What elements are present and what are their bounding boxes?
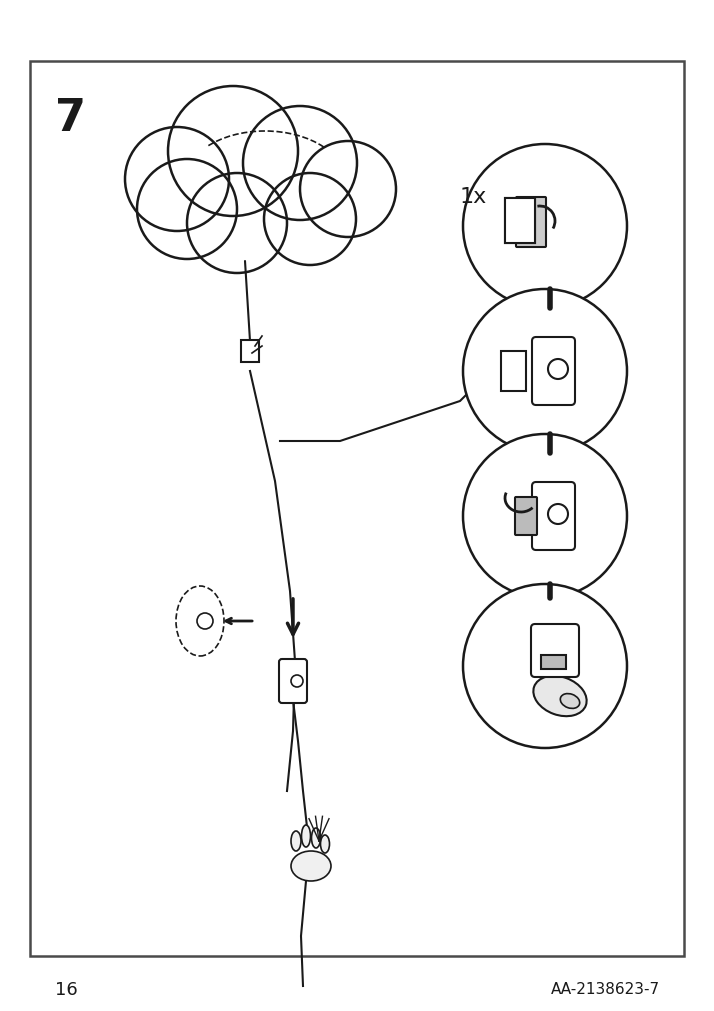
Text: 7: 7: [55, 97, 86, 140]
Bar: [505, 199, 535, 244]
Circle shape: [137, 160, 237, 260]
Ellipse shape: [533, 676, 587, 717]
Text: 16: 16: [55, 980, 78, 998]
Circle shape: [168, 87, 298, 216]
Ellipse shape: [176, 586, 224, 656]
FancyBboxPatch shape: [531, 625, 579, 677]
Circle shape: [300, 142, 396, 238]
Bar: [505, 199, 535, 244]
Bar: [30, 62, 684, 956]
Ellipse shape: [560, 694, 580, 709]
Ellipse shape: [291, 831, 301, 851]
FancyBboxPatch shape: [515, 497, 537, 536]
Bar: [241, 341, 259, 363]
Ellipse shape: [321, 835, 329, 853]
Circle shape: [463, 584, 627, 748]
Ellipse shape: [301, 825, 311, 847]
Circle shape: [463, 290, 627, 454]
FancyBboxPatch shape: [279, 659, 307, 704]
FancyBboxPatch shape: [532, 482, 575, 550]
Circle shape: [463, 435, 627, 599]
Text: 1x: 1x: [460, 187, 487, 207]
Bar: [501, 352, 526, 391]
Bar: [541, 655, 566, 669]
Text: AA-2138623-7: AA-2138623-7: [551, 982, 660, 997]
FancyBboxPatch shape: [516, 198, 546, 248]
Circle shape: [187, 174, 287, 274]
Ellipse shape: [291, 851, 331, 882]
FancyBboxPatch shape: [532, 338, 575, 405]
Circle shape: [264, 174, 356, 266]
Circle shape: [125, 127, 229, 232]
Ellipse shape: [311, 828, 321, 848]
Circle shape: [463, 145, 627, 308]
Circle shape: [243, 107, 357, 220]
